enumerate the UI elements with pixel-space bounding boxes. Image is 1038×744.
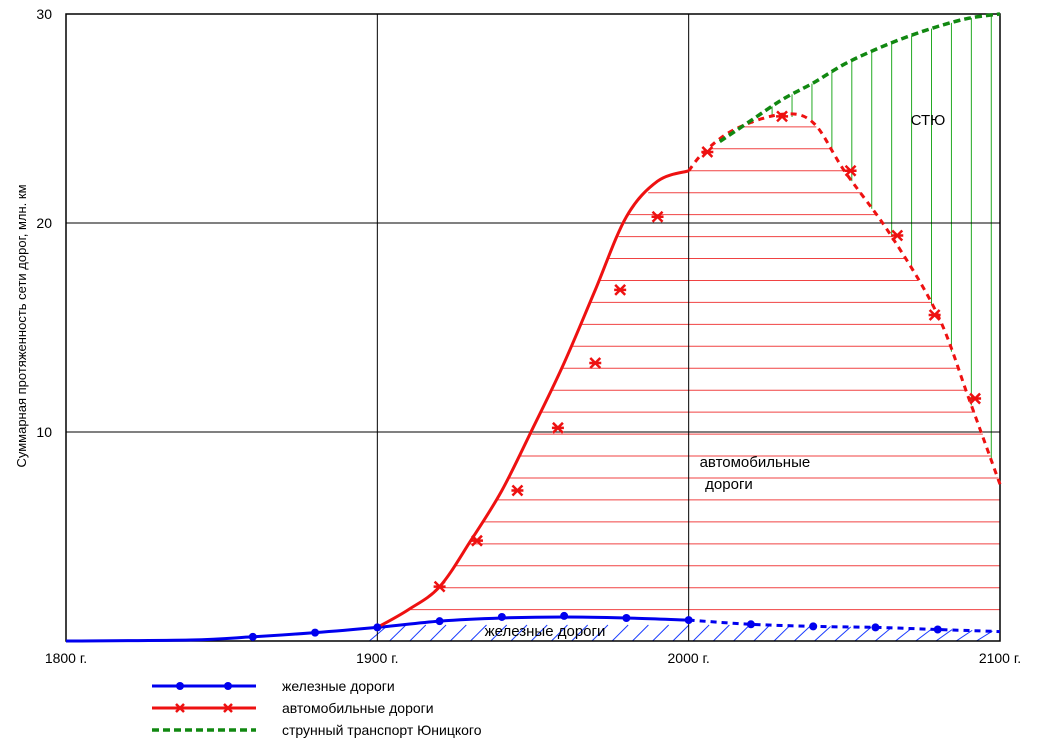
string-transport-line <box>718 12 1001 143</box>
x-tick-label: 2100 г. <box>979 650 1021 666</box>
railway-hatch-line <box>530 624 548 641</box>
railway-hatch-line <box>429 624 447 641</box>
highway-point <box>651 210 664 223</box>
legend-item-highway: автомобильные дороги <box>150 698 570 720</box>
railway-point <box>560 611 569 620</box>
legend-string-transport-swatch <box>152 728 256 732</box>
railway-line-solid <box>65 615 689 643</box>
railway-point <box>871 623 880 632</box>
railway-hatch-line <box>814 626 831 641</box>
highway-area-label-line1: автомобильные <box>700 454 811 471</box>
railway-area-label: железные дороги <box>485 623 606 640</box>
railway-point <box>622 614 631 623</box>
railway-hatch-line <box>409 624 427 641</box>
highway-point <box>701 146 714 158</box>
railway-point <box>435 617 444 626</box>
railway-hatch-line <box>551 624 568 641</box>
legend-item-string-transport: струнный транспорт Юницкого <box>150 720 570 742</box>
railway-hatch-line <box>753 624 771 641</box>
railway-point <box>746 620 755 629</box>
x-tick-label: 1800 г. <box>45 650 87 666</box>
legend-highway-label: автомобильные дороги <box>282 700 434 716</box>
railway-hatch-line <box>510 624 528 641</box>
railway-hatch-line <box>591 624 609 641</box>
railway-point <box>497 612 506 621</box>
highway-area-label: автомобильные дороги <box>700 454 815 493</box>
railway-point <box>684 616 693 625</box>
highway-point <box>844 164 857 177</box>
railway-hatch-line <box>793 625 811 641</box>
highway-area-label-line2: дороги <box>705 476 753 493</box>
railway-hatch-line <box>955 629 973 641</box>
railway-hatch-line <box>874 627 892 641</box>
railway-hatch-line <box>773 624 791 641</box>
highway-point <box>511 484 524 497</box>
x-tick-label: 1900 г. <box>356 650 398 666</box>
railway-hatch-line <box>834 626 852 641</box>
railway-area-hatch <box>369 624 993 641</box>
railway-point <box>933 625 942 634</box>
highway-line-solid <box>376 169 690 629</box>
railway-hatch-line <box>915 628 933 641</box>
railway-hatch-line <box>733 624 750 641</box>
y-tick-label: 20 <box>36 215 52 231</box>
legend-railway-swatch <box>152 682 256 690</box>
railway-hatch-line <box>611 624 629 641</box>
railway-hatch-line <box>713 624 730 641</box>
highway-point <box>614 283 627 296</box>
railway-point <box>248 632 257 641</box>
railway-hatch-line <box>449 624 467 641</box>
railway-hatch-line <box>935 629 953 641</box>
grid-lines <box>65 13 1001 642</box>
railway-hatch-line <box>470 624 487 641</box>
railway-point <box>311 628 320 637</box>
legend: железные дороги автомобильные дороги стр… <box>150 676 570 742</box>
railway-hatch-line <box>652 624 670 641</box>
highway-point <box>928 309 941 321</box>
highway-point <box>470 534 483 547</box>
series-lines <box>65 12 1002 643</box>
highway-point <box>776 110 789 123</box>
highway-point <box>433 580 446 593</box>
railway-point <box>809 622 818 631</box>
legend-item-railway: железные дороги <box>150 676 570 698</box>
highway-point <box>891 229 904 242</box>
railway-hatch-line <box>672 624 690 641</box>
string-transport-area-hatch <box>751 15 992 461</box>
railway-line-projected <box>688 618 1001 634</box>
railway-hatch-line <box>692 624 710 641</box>
legend-highway-swatch <box>152 703 256 713</box>
plot-frame <box>65 13 1001 642</box>
railway-hatch-line <box>854 626 872 641</box>
y-axis-title: Суммарная протяженность сети дорог, млн.… <box>14 184 29 467</box>
highway-point <box>969 392 982 405</box>
sty-area-label: СТЮ <box>911 112 946 129</box>
railway-hatch-line <box>490 624 508 641</box>
highway-point <box>551 421 564 434</box>
y-tick-label: 10 <box>36 424 52 440</box>
legend-string-transport-label: струнный транспорт Юницкого <box>282 722 482 738</box>
railway-hatch-line <box>895 627 912 641</box>
highway-point <box>589 357 602 369</box>
x-tick-label: 2000 г. <box>668 650 710 666</box>
railway-hatch-line <box>571 624 589 641</box>
railway-hatch-line <box>632 624 649 641</box>
highway-line-projected <box>687 112 1002 485</box>
railway-point <box>373 623 382 632</box>
y-tick-label: 30 <box>36 6 52 22</box>
series-markers <box>248 110 982 641</box>
highway-area-hatch <box>408 126 1000 611</box>
railway-hatch-line <box>389 625 406 641</box>
tick-labels: 1800 г. 1900 г. 2000 г. 2100 г. 10 20 30 <box>36 6 1021 666</box>
legend-railway-label: железные дороги <box>282 678 395 694</box>
